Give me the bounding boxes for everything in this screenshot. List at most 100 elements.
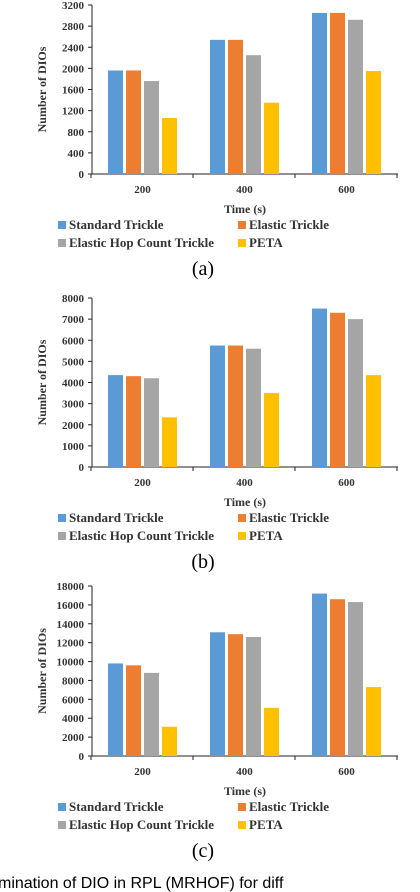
y-tick-label: 0 [79, 751, 85, 763]
bar-peta-200 [162, 726, 177, 756]
x-axis-label: Time (s) [224, 784, 266, 798]
legend-label-standard-trickle: Standard Trickle [69, 217, 164, 232]
panel-label: (b) [191, 551, 214, 573]
y-tick-label: 800 [68, 127, 85, 139]
y-tick-label: 6000 [62, 694, 85, 706]
bar-peta-600 [366, 375, 381, 467]
bar-peta-200 [162, 417, 177, 467]
x-tick-label: 400 [236, 184, 253, 196]
legend-label-standard-trickle: Standard Trickle [69, 510, 164, 525]
bar-elastic-trickle-200 [126, 70, 141, 174]
y-tick-label: 1600 [62, 85, 85, 97]
bar-elastic-hop-count-trickle-200 [144, 378, 159, 467]
legend-label-elastic-hop-count-trickle: Elastic Hop Count Trickle [69, 235, 214, 250]
legend-label-elastic-trickle: Elastic Trickle [249, 217, 329, 232]
chart-panel-2: 0 1000 2000 3000 4000 5000 6000 7000 8000 Number … [35, 293, 398, 573]
bar-standard-trickle-400 [210, 39, 225, 175]
x-tick-label: 200 [134, 184, 151, 196]
bar-standard-trickle-400 [210, 632, 225, 756]
y-tick-label: 4000 [62, 378, 85, 390]
y-tick-label: 12000 [57, 638, 85, 650]
y-tick-label: 16000 [57, 600, 85, 612]
y-axis-label: Number of DIOs [35, 46, 49, 132]
x-tick-label: 400 [236, 766, 253, 778]
x-tick-label: 200 [134, 766, 151, 778]
x-tick-label: 400 [236, 477, 253, 489]
y-tick-label: 2000 [62, 732, 85, 744]
legend-swatch-elastic-hop-count-trickle [58, 821, 66, 829]
legend-label-elastic-trickle: Elastic Trickle [249, 799, 329, 814]
legend-swatch-elastic-trickle [238, 514, 246, 522]
bar-standard-trickle-200 [108, 375, 123, 467]
bar-elastic-hop-count-trickle-400 [246, 55, 261, 174]
legend-label-peta: PETA [249, 235, 283, 250]
bar-standard-trickle-600 [312, 308, 327, 467]
legend-swatch-peta [238, 532, 246, 540]
legend-swatch-standard-trickle [58, 221, 66, 229]
legend-label-elastic-hop-count-trickle: Elastic Hop Count Trickle [69, 528, 214, 543]
y-tick-label: 3000 [62, 399, 85, 411]
legend-swatch-standard-trickle [58, 514, 66, 522]
legend-swatch-standard-trickle [58, 803, 66, 811]
bar-elastic-hop-count-trickle-200 [144, 672, 159, 756]
x-tick-label: 600 [338, 477, 355, 489]
chart-panel-3: 0 2000 4000 6000 8000 10000 12000 14000 16000 180… [35, 581, 398, 862]
bar-standard-trickle-600 [312, 12, 327, 174]
y-axis-label: Number of DIOs [35, 628, 49, 714]
bar-elastic-hop-count-trickle-600 [348, 19, 363, 174]
bar-elastic-hop-count-trickle-400 [246, 348, 261, 467]
legend-swatch-elastic-trickle [238, 803, 246, 811]
y-tick-label: 2800 [62, 21, 85, 33]
x-tick-label: 200 [134, 477, 151, 489]
bar-elastic-trickle-400 [228, 345, 243, 467]
bar-elastic-trickle-400 [228, 39, 243, 175]
bar-peta-600 [366, 687, 381, 756]
y-tick-label: 4000 [62, 713, 85, 725]
y-tick-label: 0 [79, 462, 85, 474]
legend-label-standard-trickle: Standard Trickle [69, 799, 164, 814]
bar-peta-400 [264, 102, 279, 174]
y-tick-label: 8000 [62, 675, 85, 687]
legend-label-elastic-trickle: Elastic Trickle [249, 510, 329, 525]
y-tick-label: 7000 [62, 314, 85, 326]
y-tick-label: 10000 [57, 657, 85, 669]
y-tick-label: 18000 [57, 581, 85, 593]
bar-elastic-trickle-200 [126, 665, 141, 756]
bar-elastic-trickle-600 [330, 12, 345, 174]
legend-label-elastic-hop-count-trickle: Elastic Hop Count Trickle [69, 817, 214, 832]
legend-label-peta: PETA [249, 817, 283, 832]
legend-swatch-elastic-hop-count-trickle [58, 532, 66, 540]
bar-standard-trickle-200 [108, 663, 123, 756]
y-tick-label: 6000 [62, 335, 85, 347]
legend-swatch-elastic-trickle [238, 221, 246, 229]
x-tick-label: 600 [338, 184, 355, 196]
y-tick-label: 8000 [62, 293, 85, 305]
panel-label: (a) [192, 258, 214, 280]
bar-peta-200 [162, 118, 177, 174]
y-tick-label: 3200 [62, 0, 85, 12]
y-tick-label: 2000 [62, 420, 85, 432]
bar-elastic-trickle-600 [330, 312, 345, 467]
chart-panel-1: 0 400 800 1200 1600 2000 2400 2800 3200 Number of… [35, 0, 398, 280]
caption-fragment: mination of DIO in RPL (MRHOF) for diff [0, 875, 284, 892]
x-axis-label: Time (s) [224, 495, 266, 509]
bar-elastic-hop-count-trickle-600 [348, 602, 363, 756]
legend-swatch-peta [238, 821, 246, 829]
x-tick-label: 600 [338, 766, 355, 778]
legend-label-peta: PETA [249, 528, 283, 543]
y-tick-label: 14000 [57, 619, 85, 631]
bar-peta-400 [264, 393, 279, 467]
bar-standard-trickle-600 [312, 593, 327, 756]
y-tick-label: 400 [68, 148, 85, 160]
bar-elastic-trickle-400 [228, 634, 243, 756]
y-tick-label: 1000 [62, 441, 85, 453]
bar-peta-400 [264, 707, 279, 756]
y-tick-label: 1200 [62, 106, 85, 118]
y-tick-label: 0 [79, 169, 85, 181]
legend-swatch-peta [238, 239, 246, 247]
bar-standard-trickle-200 [108, 70, 123, 174]
bar-standard-trickle-400 [210, 345, 225, 467]
x-axis-label: Time (s) [224, 202, 266, 216]
bar-elastic-hop-count-trickle-200 [144, 81, 159, 174]
